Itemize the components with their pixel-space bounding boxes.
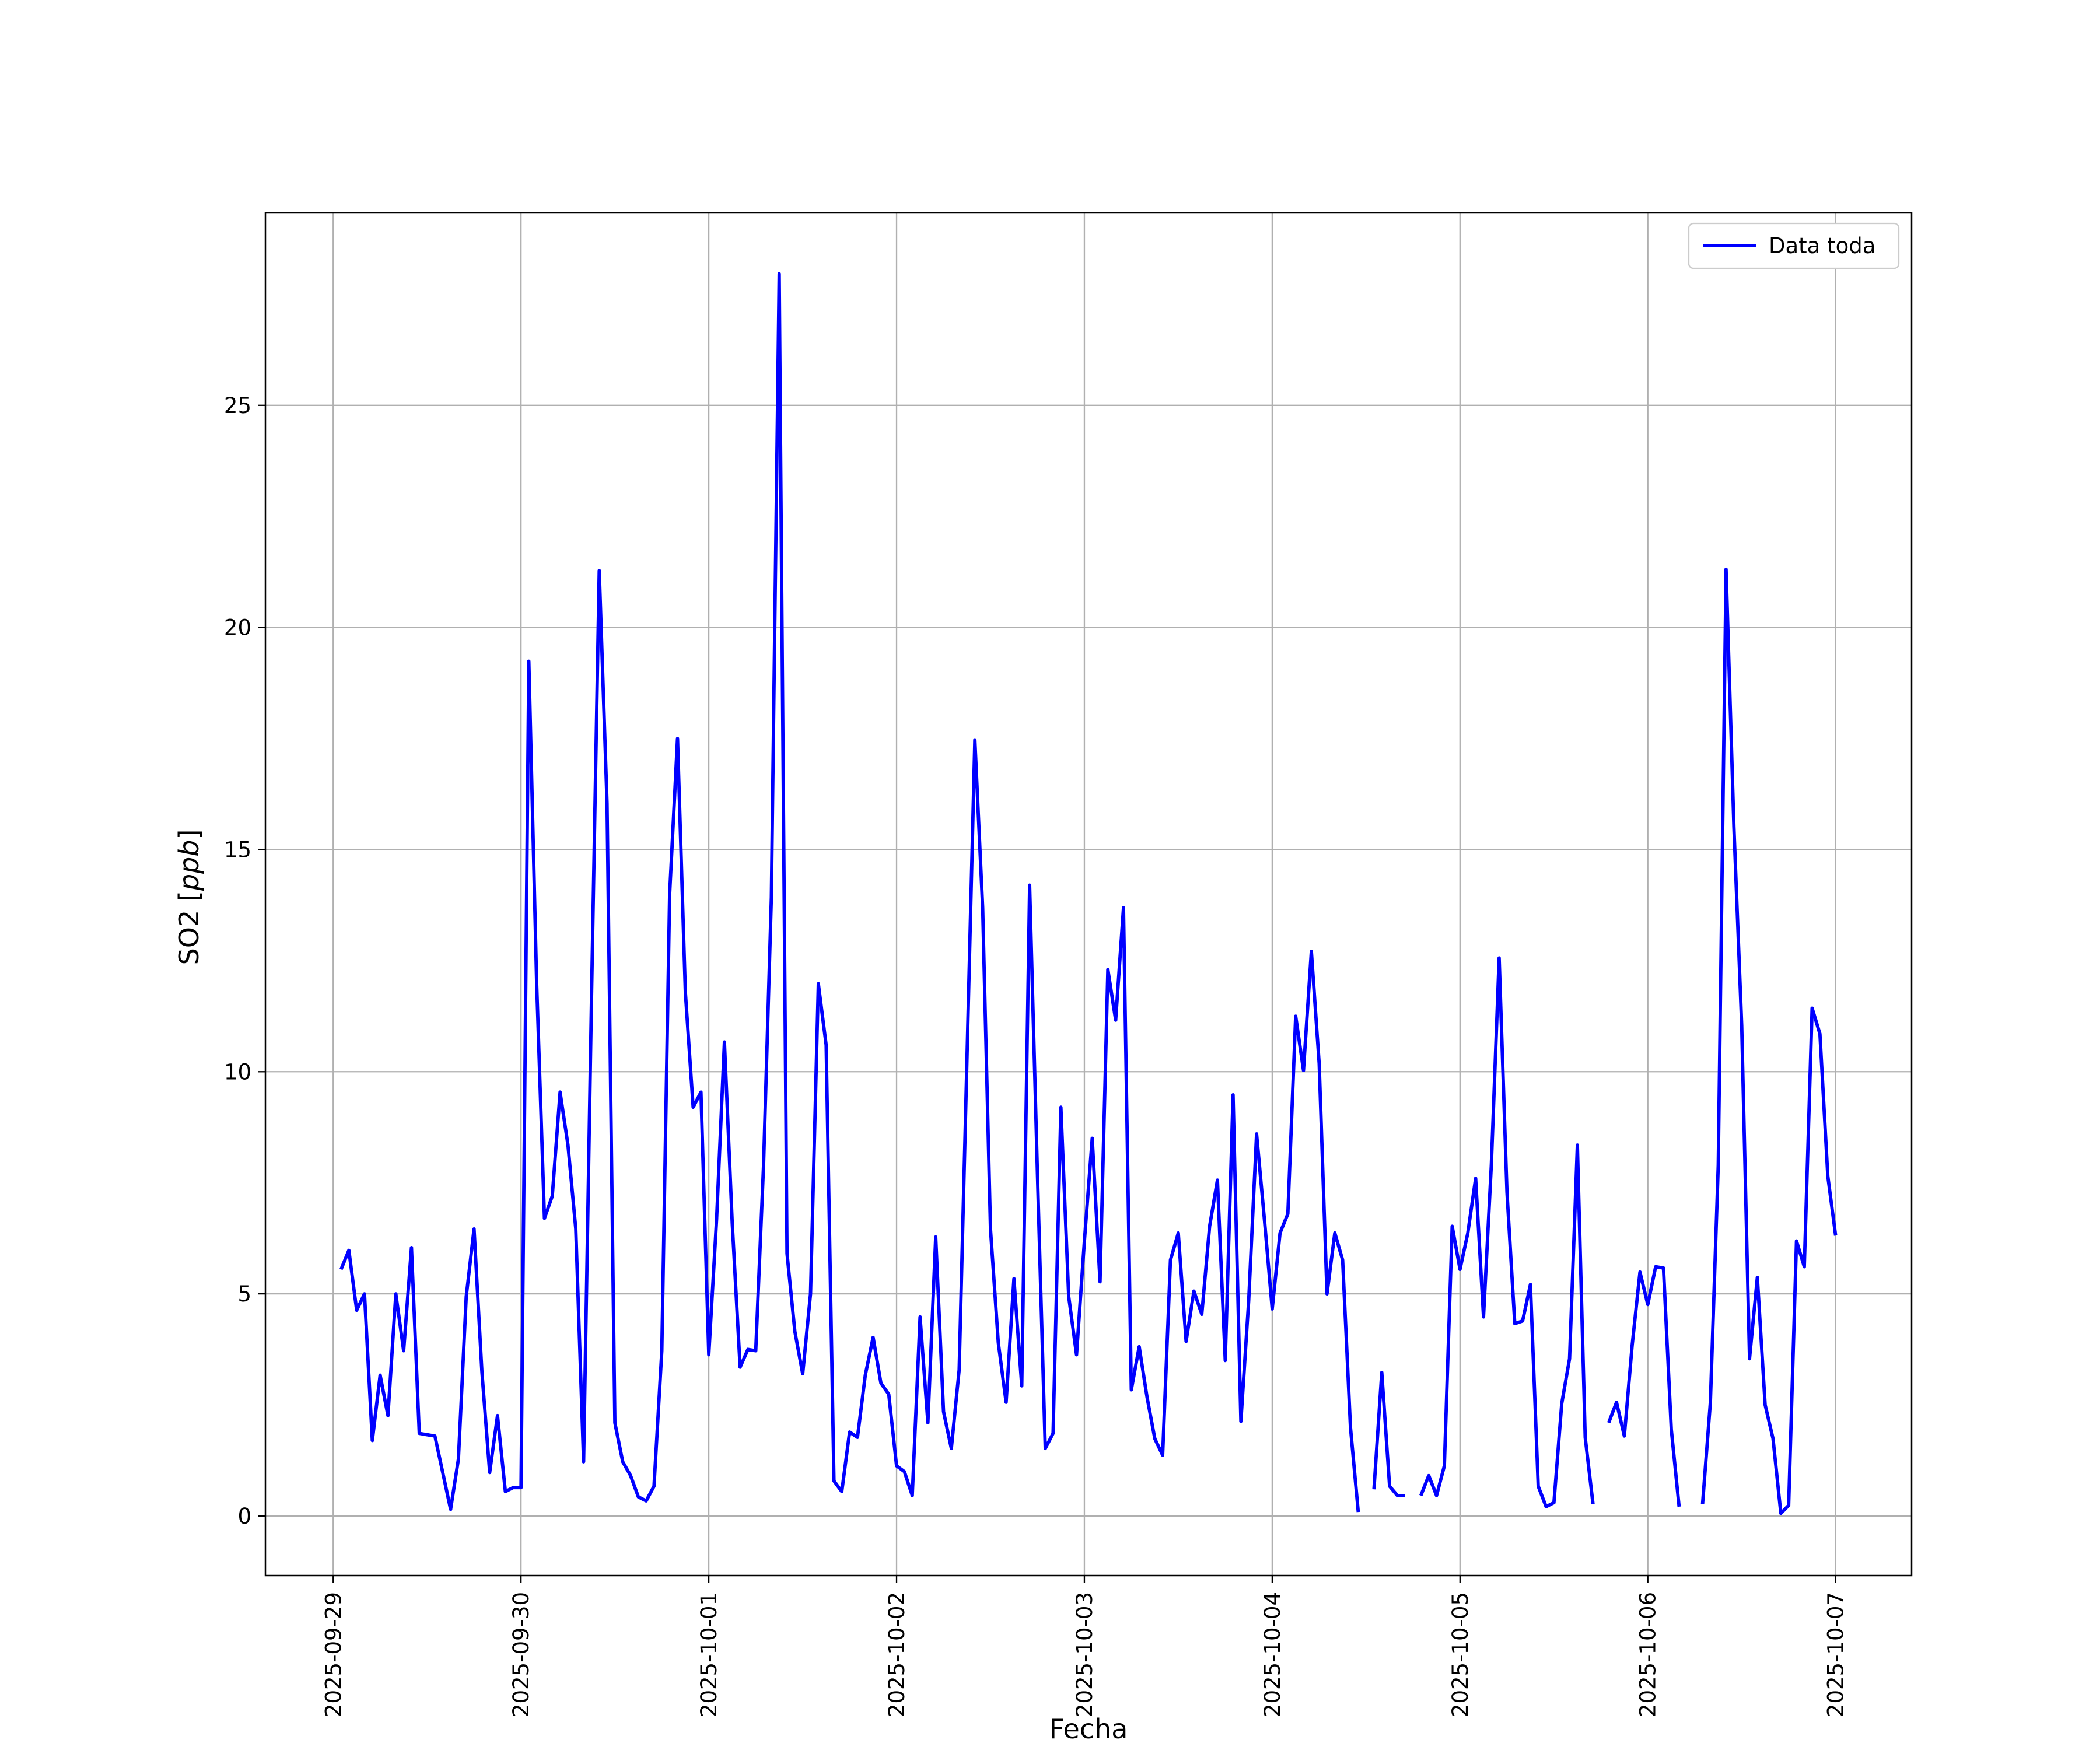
- y-tick-label: 15: [224, 837, 251, 862]
- series-line-segment: [1419, 956, 1595, 1508]
- series-line-segment: [1606, 1265, 1681, 1507]
- series-line-segment: [1700, 567, 1838, 1516]
- x-tick-label: 2025-10-04: [1260, 1592, 1285, 1717]
- grid-lines: [265, 213, 1912, 1576]
- x-tick-label: 2025-10-05: [1448, 1592, 1473, 1717]
- y-axis-label: SO2 [ppb]: [173, 830, 205, 965]
- x-axis-ticks: 2025-09-29 2025-09-30 2025-10-01 2025-10-02…: [321, 1576, 1849, 1717]
- y-tick-label: 10: [224, 1059, 251, 1084]
- legend-label-data-toda: Data toda: [1769, 233, 1875, 258]
- series-line-segment: [1372, 1370, 1405, 1497]
- x-tick-label: 2025-09-29: [321, 1592, 346, 1717]
- x-tick-label: 2025-09-30: [509, 1592, 534, 1717]
- x-tick-label: 2025-10-01: [696, 1592, 722, 1717]
- y-axis-label-text: ]: [173, 830, 205, 840]
- y-tick-label: 20: [224, 615, 251, 640]
- y-axis-ticks: 0 5 10 15 20 25: [224, 393, 265, 1529]
- x-axis-label: Fecha: [1049, 1713, 1128, 1745]
- legend-box: [1688, 222, 1900, 270]
- x-tick-label: 2025-10-02: [884, 1592, 909, 1717]
- x-tick-label: 2025-10-06: [1636, 1592, 1661, 1717]
- legend: Data toda: [1688, 222, 1900, 270]
- y-tick-label: 5: [237, 1282, 251, 1307]
- x-tick-label: 2025-10-03: [1072, 1592, 1097, 1717]
- y-tick-label: 25: [224, 393, 251, 418]
- x-tick-label: 2025-10-07: [1824, 1592, 1849, 1717]
- series-data-toda: [340, 272, 1838, 1516]
- series-line-segment: [340, 272, 1360, 1513]
- y-axis-label-text: SO2 [: [173, 891, 205, 965]
- axes-frame: [264, 212, 1913, 1577]
- y-tick-label: 0: [237, 1504, 251, 1529]
- y-axis-label-unit: ppb: [173, 840, 205, 892]
